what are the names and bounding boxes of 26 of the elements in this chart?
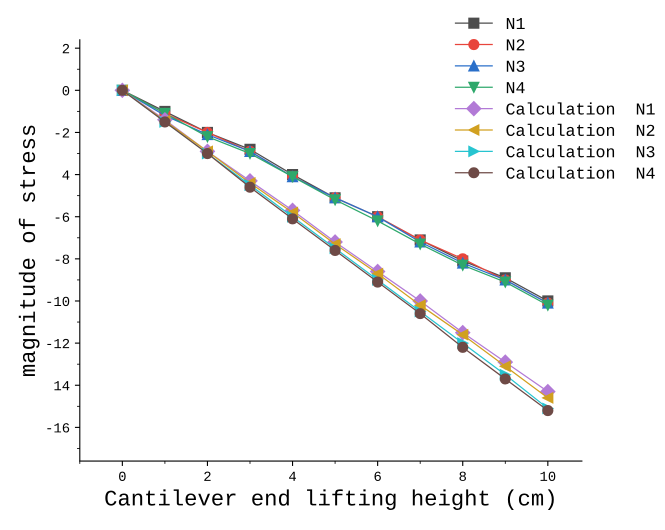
- legend-label: Calculation N1: [506, 102, 655, 115]
- x-axis-title: Cantilever end lifting height (cm): [105, 489, 554, 510]
- y-tick-label: -2: [56, 128, 70, 138]
- x-tick-label: 6: [374, 472, 381, 482]
- y-tick-label: 4: [62, 170, 70, 180]
- x-tick-label: 4: [289, 472, 296, 481]
- x-tick-label: 8: [459, 472, 466, 482]
- x-tick-label: 10: [540, 472, 556, 482]
- y-tick-label: 2: [62, 44, 70, 54]
- x-tick-label: 0: [119, 472, 126, 482]
- y-tick-label: -12: [47, 338, 70, 348]
- legend-label: Calculation N4: [506, 166, 655, 179]
- y-tick-label: -10: [47, 296, 70, 306]
- y-tick-label: 14: [54, 381, 70, 390]
- y-tick-label: -8: [56, 254, 70, 264]
- legend-label: N3: [506, 60, 524, 72]
- y-tick-label: -16: [47, 423, 70, 433]
- y-tick-label: -6: [56, 212, 70, 222]
- legend-label: Calculation N3: [506, 145, 654, 158]
- legend-label: N2: [506, 39, 524, 50]
- legend-label: Calculation N2: [506, 124, 654, 136]
- y-axis-title: magnitude of stress: [18, 126, 40, 376]
- legend-label: N4: [506, 82, 525, 94]
- legend-label: N1: [506, 18, 525, 29]
- y-tick-label: 0: [62, 86, 70, 96]
- x-tick-label: 2: [204, 472, 211, 481]
